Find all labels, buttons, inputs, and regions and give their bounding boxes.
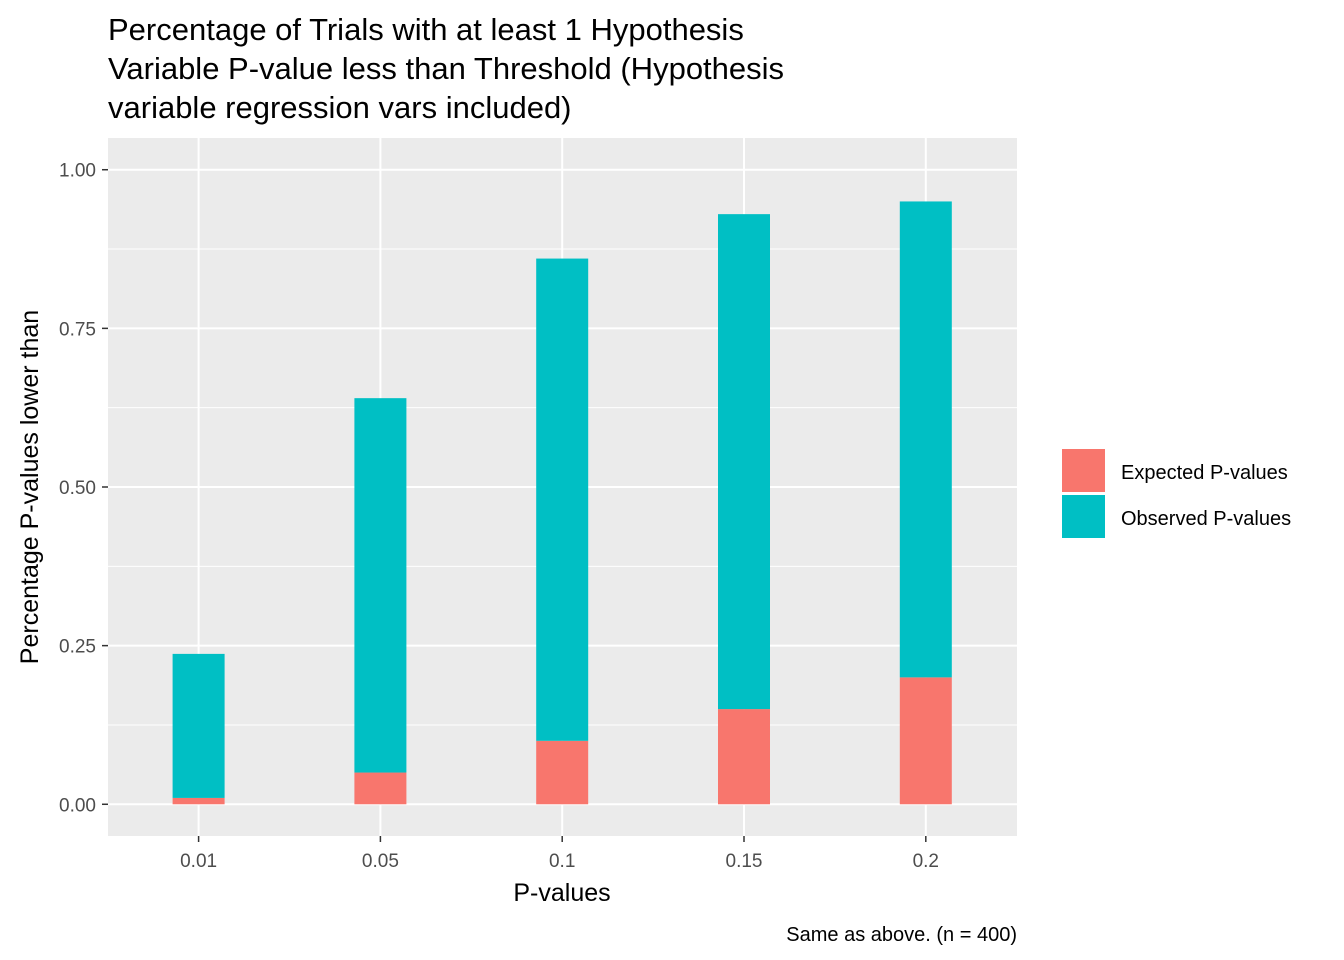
bar-expected-0.1	[536, 740, 589, 805]
y-tick-label: 0.00	[59, 795, 96, 816]
bar-expected-0.01	[172, 797, 225, 805]
title-line-3: variable regression vars included)	[108, 90, 572, 125]
caption: Same as above. (n = 400)	[786, 924, 1017, 946]
y-axis-title: Percentage P-values lower than	[16, 310, 44, 664]
chart-title: Percentage of Trials with at least 1 Hyp…	[108, 12, 784, 125]
legend-label-expected: Expected P-values	[1121, 462, 1288, 484]
x-axis: 0.01 0.05 0.1 0.15 0.2	[180, 836, 939, 872]
x-tick-label: 0.15	[726, 851, 763, 872]
legend-label-observed: Observed P-values	[1121, 508, 1291, 530]
bars	[172, 201, 952, 805]
bar-observed-0.15	[718, 214, 770, 710]
y-tick-label: 0.25	[59, 637, 96, 658]
bar-expected-0.2	[899, 677, 952, 805]
y-tick-label: 0.75	[59, 319, 96, 340]
bar-observed-0.01	[172, 653, 225, 798]
bar-observed-0.2	[899, 201, 952, 678]
x-tick-label: 0.01	[180, 851, 217, 872]
x-axis-title: P-values	[513, 879, 610, 907]
bar-observed-0.05	[354, 398, 407, 773]
bar-observed-0.1	[536, 258, 589, 741]
legend-key-observed	[1062, 495, 1105, 538]
y-tick-label: 0.50	[59, 478, 96, 499]
title-line-2: Variable P-value less than Threshold (Hy…	[108, 51, 784, 86]
x-tick-label: 0.05	[362, 851, 399, 872]
bar-expected-0.15	[718, 709, 770, 805]
legend: Expected P-values Observed P-values	[1062, 449, 1291, 538]
legend-key-expected	[1062, 449, 1105, 492]
title-line-1: Percentage of Trials with at least 1 Hyp…	[108, 12, 744, 47]
bar-expected-0.05	[354, 772, 407, 805]
y-axis: 0.00 0.25 0.50 0.75 1.00	[59, 161, 108, 816]
x-tick-label: 0.2	[913, 851, 939, 872]
y-tick-label: 1.00	[59, 161, 96, 182]
x-tick-label: 0.1	[549, 851, 575, 872]
